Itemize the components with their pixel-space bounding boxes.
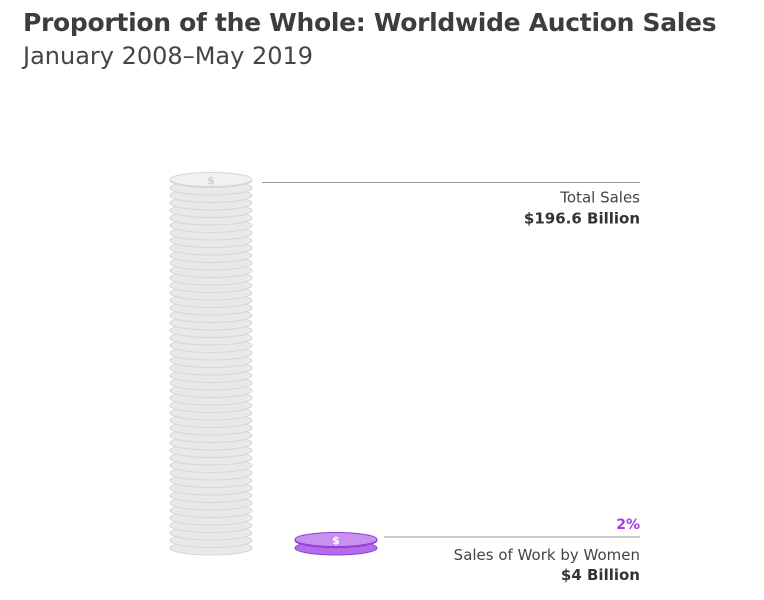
coin-stack-women: $ xyxy=(294,532,378,556)
dollar-coin-icon: $ xyxy=(332,534,340,547)
category-label-women: Sales of Work by Women xyxy=(454,546,640,564)
chart-labels: Total Sales $196.6 Billion 2% Sales of W… xyxy=(262,182,640,584)
percent-label: 2% xyxy=(616,517,640,533)
coin-top xyxy=(294,532,378,547)
coin-stacks: $$ xyxy=(169,172,378,556)
chart-title: Proportion of the Whole: Worldwide Aucti… xyxy=(23,8,717,37)
value-label-total: $196.6 Billion xyxy=(524,210,640,228)
chart-subtitle: January 2008–May 2019 xyxy=(23,42,314,70)
dollar-coin-icon: $ xyxy=(207,174,215,187)
coin-top xyxy=(169,172,253,187)
category-label-total: Total Sales xyxy=(559,189,640,207)
value-label-women: $4 Billion xyxy=(561,566,640,584)
coin-stack-total: $ xyxy=(169,172,253,556)
